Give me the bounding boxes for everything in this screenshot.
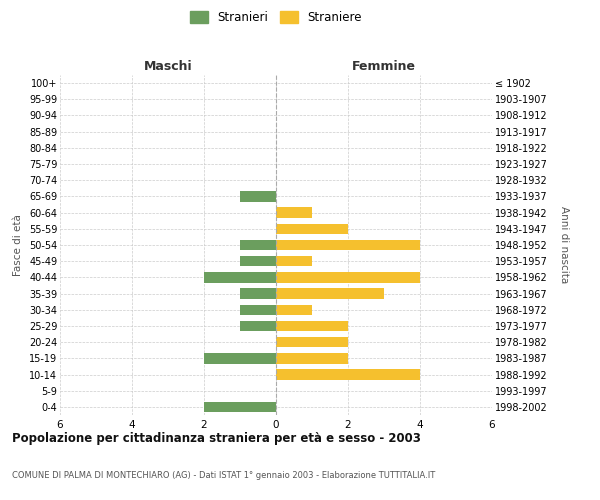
Bar — [240, 320, 276, 331]
Bar — [276, 337, 348, 347]
Bar — [276, 370, 420, 380]
Bar — [240, 288, 276, 299]
Text: Maschi: Maschi — [143, 60, 193, 72]
Text: Popolazione per cittadinanza straniera per età e sesso - 2003: Popolazione per cittadinanza straniera p… — [12, 432, 421, 445]
Bar — [204, 402, 276, 412]
Bar — [276, 288, 384, 299]
Y-axis label: Anni di nascita: Anni di nascita — [559, 206, 569, 284]
Bar — [276, 224, 348, 234]
Bar — [240, 304, 276, 315]
Text: Femmine: Femmine — [352, 60, 416, 72]
Y-axis label: Fasce di età: Fasce di età — [13, 214, 23, 276]
Bar — [276, 240, 420, 250]
Bar — [276, 208, 312, 218]
Bar — [276, 320, 348, 331]
Bar — [240, 191, 276, 202]
Bar — [276, 272, 420, 282]
Bar — [276, 304, 312, 315]
Bar — [204, 353, 276, 364]
Bar — [240, 256, 276, 266]
Bar — [240, 240, 276, 250]
Legend: Stranieri, Straniere: Stranieri, Straniere — [185, 6, 367, 28]
Text: COMUNE DI PALMA DI MONTECHIARO (AG) - Dati ISTAT 1° gennaio 2003 - Elaborazione : COMUNE DI PALMA DI MONTECHIARO (AG) - Da… — [12, 471, 435, 480]
Bar — [276, 353, 348, 364]
Bar — [276, 256, 312, 266]
Bar — [204, 272, 276, 282]
